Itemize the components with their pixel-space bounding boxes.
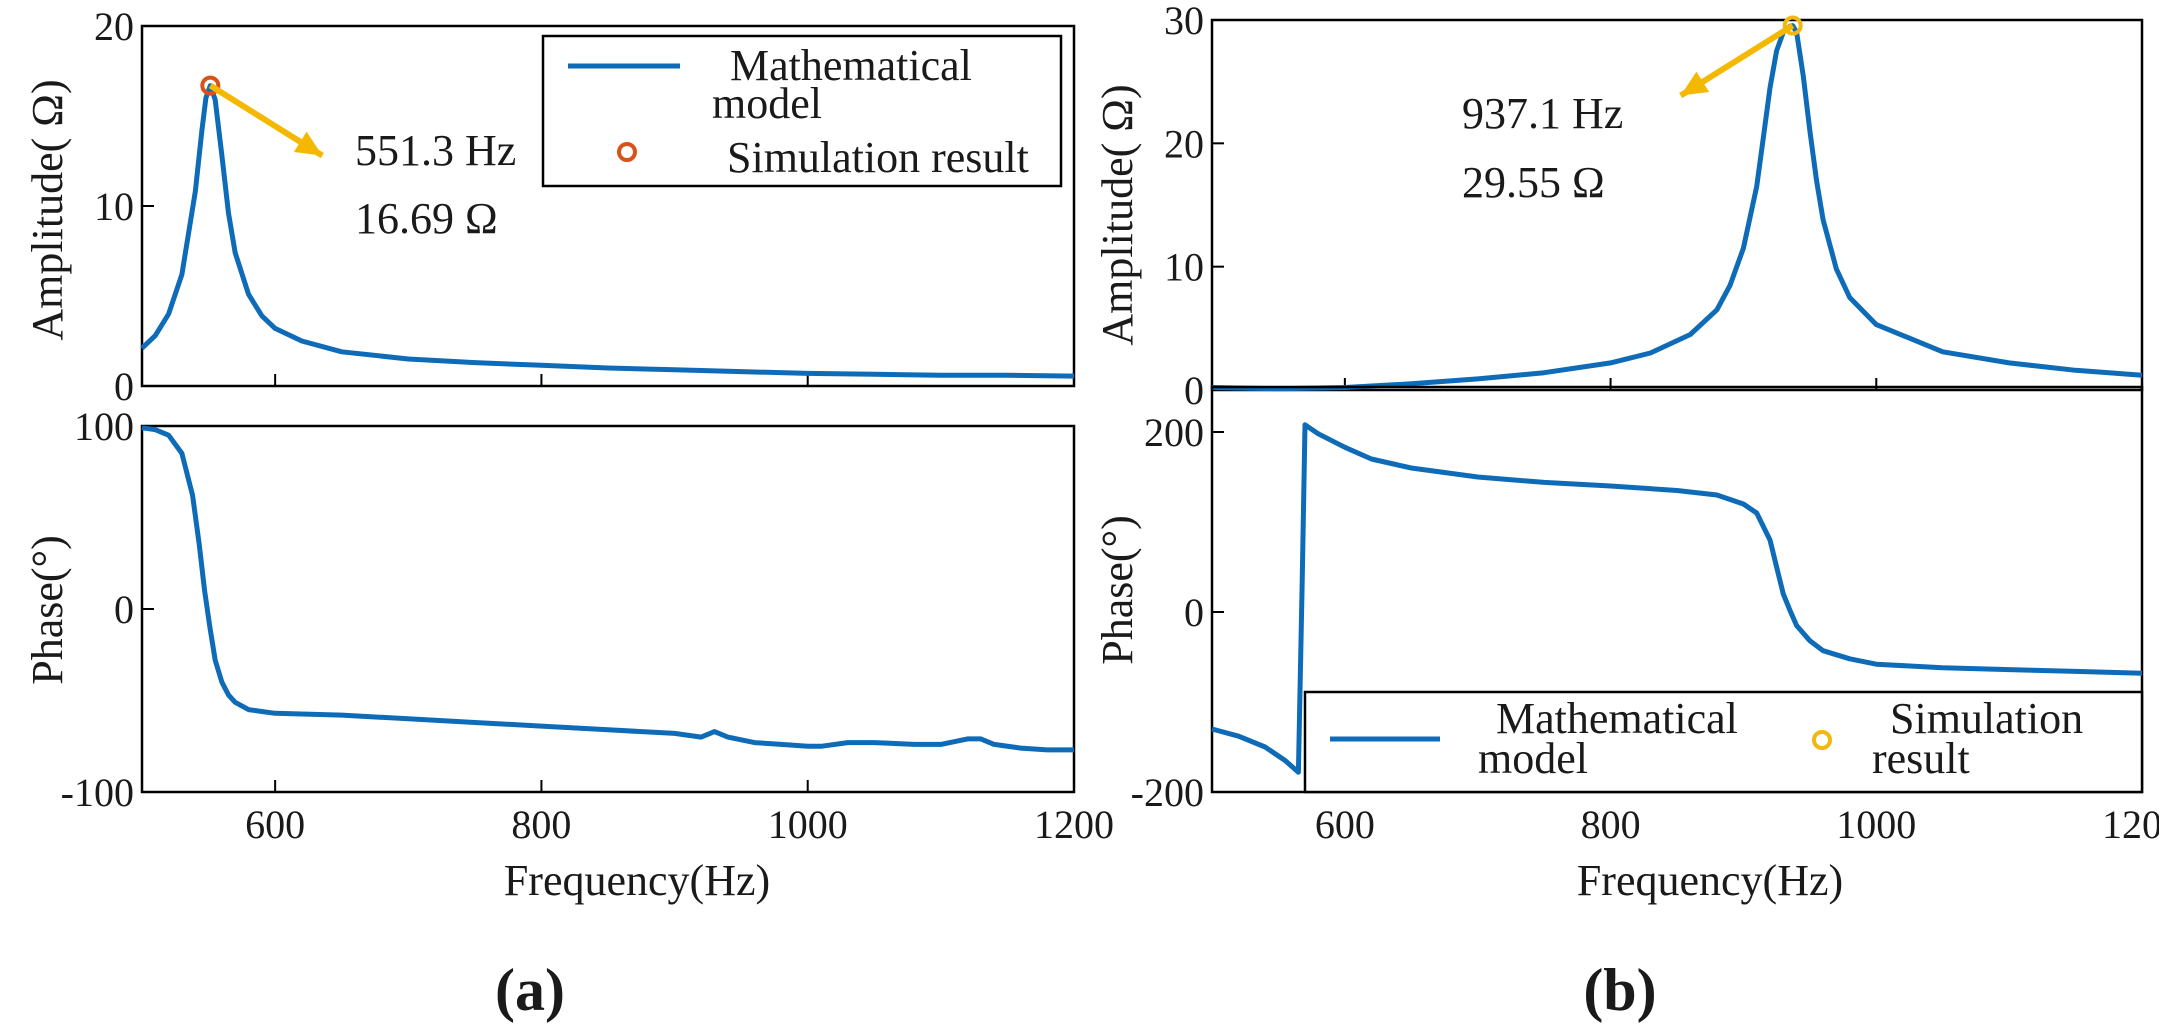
panel-a-xtick-label: 600 [245, 802, 305, 847]
panel-b-legend-model-label-line2: model [1478, 734, 1588, 783]
panel-b-amplitude-ylabel: Amplitude( Ω) [1093, 84, 1142, 345]
panel-a-phase-ytick-label: 100 [74, 404, 134, 449]
panel-b-amplitude-ytick-label: 10 [1164, 245, 1204, 290]
panel-b-amplitude-ytick-label: 0 [1184, 368, 1204, 413]
panel-b-phase-model-curve [1211, 422, 2143, 775]
panel-b-legend-marker-swatch [1812, 730, 1832, 750]
panel-b-legend-marker-label-line2: result [1872, 734, 1970, 783]
panel-a-amplitude-ytick-label: 10 [94, 184, 134, 229]
panel-b-amplitude-marks: 0 10 20 30 [1164, 0, 2143, 413]
panel-b-xtick-label: 800 [1581, 802, 1641, 847]
panel-a-amplitude-ytick-label: 20 [94, 4, 134, 49]
panel-b-phase-ytick-label: 200 [1144, 410, 1204, 455]
panel-a-amplitude-marks: 0 10 20 [94, 4, 1075, 409]
panel-a-phase-plot: -100 0 100 600 800 1000 1200 Phase(°) [23, 404, 1114, 847]
panel-a-phase-frame [140, 424, 1076, 794]
panel-b-amplitude-ytick-label: 30 [1164, 0, 1204, 43]
panel-b-amplitude-model-curve [1211, 23, 2143, 392]
panel-a-legend-marker-swatch [617, 142, 637, 162]
panel-a-peak-amplitude-annotation: 16.69 Ω [355, 194, 498, 243]
panel-a-amplitude-plot: 0 10 20 Amplitude( Ω) 551.3 Hz 16.69 Ω Mat… [23, 4, 1076, 409]
panel-b-xtick-label: 1000 [1836, 802, 1916, 847]
panel-a-phase-ylabel: Phase(°) [23, 535, 72, 685]
panel-a-xtick-label: 1200 [1034, 802, 1114, 847]
panel-b-legend-box [1303, 690, 2144, 794]
panel-b-xlabel: Frequency(Hz) [1577, 856, 1843, 905]
panel-a: 0 10 20 Amplitude( Ω) 551.3 Hz 16.69 Ω Mat… [23, 4, 1114, 1023]
panel-a-label: (a) [495, 957, 565, 1023]
panel-b-label: (b) [1583, 957, 1656, 1023]
panel-a-legend: Mathematical model Simulation result [541, 34, 1063, 188]
panel-a-amplitude-ylabel: Amplitude( Ω) [23, 79, 72, 340]
panel-a-phase-marks: -100 0 100 600 800 1000 1200 [61, 404, 1114, 847]
panel-b-amplitude-frame [1210, 18, 2144, 392]
panel-a-phase-ytick-label: -100 [61, 770, 134, 815]
panel-a-phase-ytick-label: 0 [114, 587, 134, 632]
panel-b-phase-ylabel: Phase(°) [1093, 515, 1142, 665]
panel-b: 0 10 20 30 Amplitude( Ω) 937.1 Hz 29.55 Ω -… [1093, 0, 2159, 1023]
panel-b-annotation-arrow-head [1680, 71, 1710, 96]
panel-a-phase-model-curve [141, 425, 1074, 753]
panel-b-peak-amplitude-annotation: 29.55 Ω [1462, 158, 1605, 207]
panel-a-xlabel: Frequency(Hz) [504, 856, 770, 905]
panel-b-legend-marker-label-line1: Simulation [1890, 694, 2083, 743]
panel-b-phase-ytick-label: -200 [1131, 770, 1204, 815]
panel-a-legend-model-label-line2: model [712, 79, 822, 128]
panel-a-amplitude-ytick-label: 0 [114, 364, 134, 409]
panel-a-legend-model-label-line1: Mathematical [730, 41, 972, 90]
panel-a-annotation-arrow-head [293, 131, 323, 156]
panel-a-simulation-result-marker [200, 75, 221, 96]
panel-b-legend: Mathematical model Simulation result [1303, 690, 2144, 794]
panel-b-peak-frequency-annotation: 937.1 Hz [1462, 89, 1623, 138]
panel-b-simulation-result-marker [1782, 15, 1803, 36]
panel-b-amplitude-ytick-label: 20 [1164, 121, 1204, 166]
panel-b-phase-ytick-label: 0 [1184, 590, 1204, 635]
panel-a-xtick-label: 1000 [768, 802, 848, 847]
panel-b-phase-plot: -200 0 200 600 800 1000 1200 Phase(°) Mathemat… [1093, 385, 2159, 847]
panel-b-phase-marks: -200 0 200 600 800 1000 1200 [1131, 410, 2159, 847]
panel-a-legend-marker-label: Simulation result [727, 133, 1029, 182]
panel-b-legend-model-label-line1: Mathematical [1496, 694, 1738, 743]
panel-b-amplitude-plot: 0 10 20 30 Amplitude( Ω) 937.1 Hz 29.55 Ω [1093, 0, 2144, 413]
panel-b-xtick-label: 600 [1315, 802, 1375, 847]
panel-a-amplitude-model-curve [140, 83, 1075, 379]
panel-a-xtick-label: 800 [511, 802, 571, 847]
panel-b-xtick-label: 1200 [2102, 802, 2159, 847]
panel-a-peak-frequency-annotation: 551.3 Hz [355, 126, 516, 175]
